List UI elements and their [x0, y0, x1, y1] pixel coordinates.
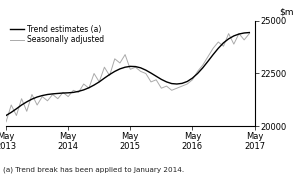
Text: (a) Trend break has been applied to January 2014.: (a) Trend break has been applied to Janu…	[3, 167, 184, 173]
Text: $m: $m	[280, 8, 294, 17]
Legend: Trend estimates (a), Seasonally adjusted: Trend estimates (a), Seasonally adjusted	[10, 25, 104, 44]
